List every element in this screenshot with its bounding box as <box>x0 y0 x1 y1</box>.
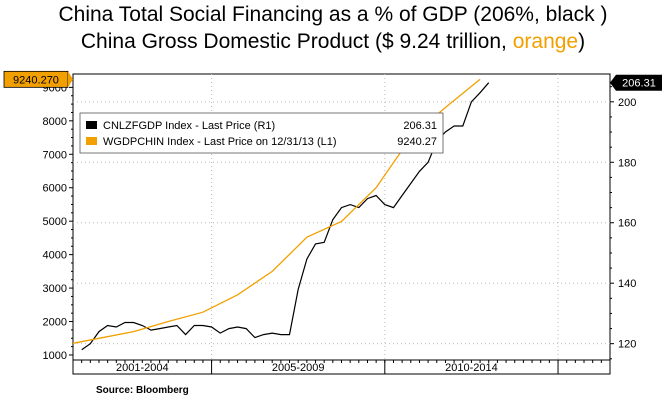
right-axis-tick-label: 140 <box>618 278 636 290</box>
title-line2-suffix: ) <box>578 30 586 53</box>
period-label: 2005-2009 <box>272 362 325 374</box>
right-axis-tick-label: 160 <box>618 218 636 230</box>
legend-entry-label: CNLZFGDP Index - Last Price (R1) <box>103 120 275 132</box>
period-label: 2010-2014 <box>445 362 498 374</box>
title-line2-prefix: China Gross Domestic Product ($ 9.24 tri… <box>80 30 513 53</box>
left-axis-tick-label: 8000 <box>43 116 67 128</box>
left-value-tag-arrow <box>68 71 73 88</box>
legend-entry-value: 9240.27 <box>397 136 437 148</box>
source-note: Source: Bloomberg <box>96 385 189 396</box>
legend-entry-value: 206.31 <box>403 120 437 132</box>
left-axis-tick-label: 2000 <box>43 317 67 329</box>
legend-box <box>79 112 444 154</box>
left-axis-tick-label: 4000 <box>43 250 67 262</box>
period-label: 2001-2004 <box>116 362 169 374</box>
right-axis-tick-label: 180 <box>618 157 636 169</box>
legend-swatch <box>86 121 97 129</box>
left-axis-tick-label: 5000 <box>43 216 67 228</box>
left-axis-tick-label: 1000 <box>43 350 67 362</box>
right-value-tag-arrow <box>610 74 616 91</box>
left-axis-tick-label: 6000 <box>43 183 67 195</box>
right-axis-tick-label: 120 <box>618 339 636 351</box>
right-value-tag-label: 206.31 <box>622 78 656 90</box>
legend-entry-label: WGDPCHIN Index - Last Price on 12/31/13 … <box>103 136 337 148</box>
left-axis-tick-label: 3000 <box>43 283 67 295</box>
left-axis-tick-label: 7000 <box>43 149 67 161</box>
right-value-tag-box <box>616 74 662 91</box>
title-line2-highlight: orange <box>512 30 579 53</box>
chart-title-line1: China Total Social Financing as a % of G… <box>58 3 608 26</box>
chart-title-line2: China Gross Domestic Product ($ 9.24 tri… <box>0 30 666 54</box>
left-value-tag-label: 9240.270 <box>13 74 59 86</box>
legend-swatch <box>86 137 97 145</box>
right-axis-tick-label: 200 <box>618 97 636 109</box>
tsf-series-line <box>81 82 490 351</box>
